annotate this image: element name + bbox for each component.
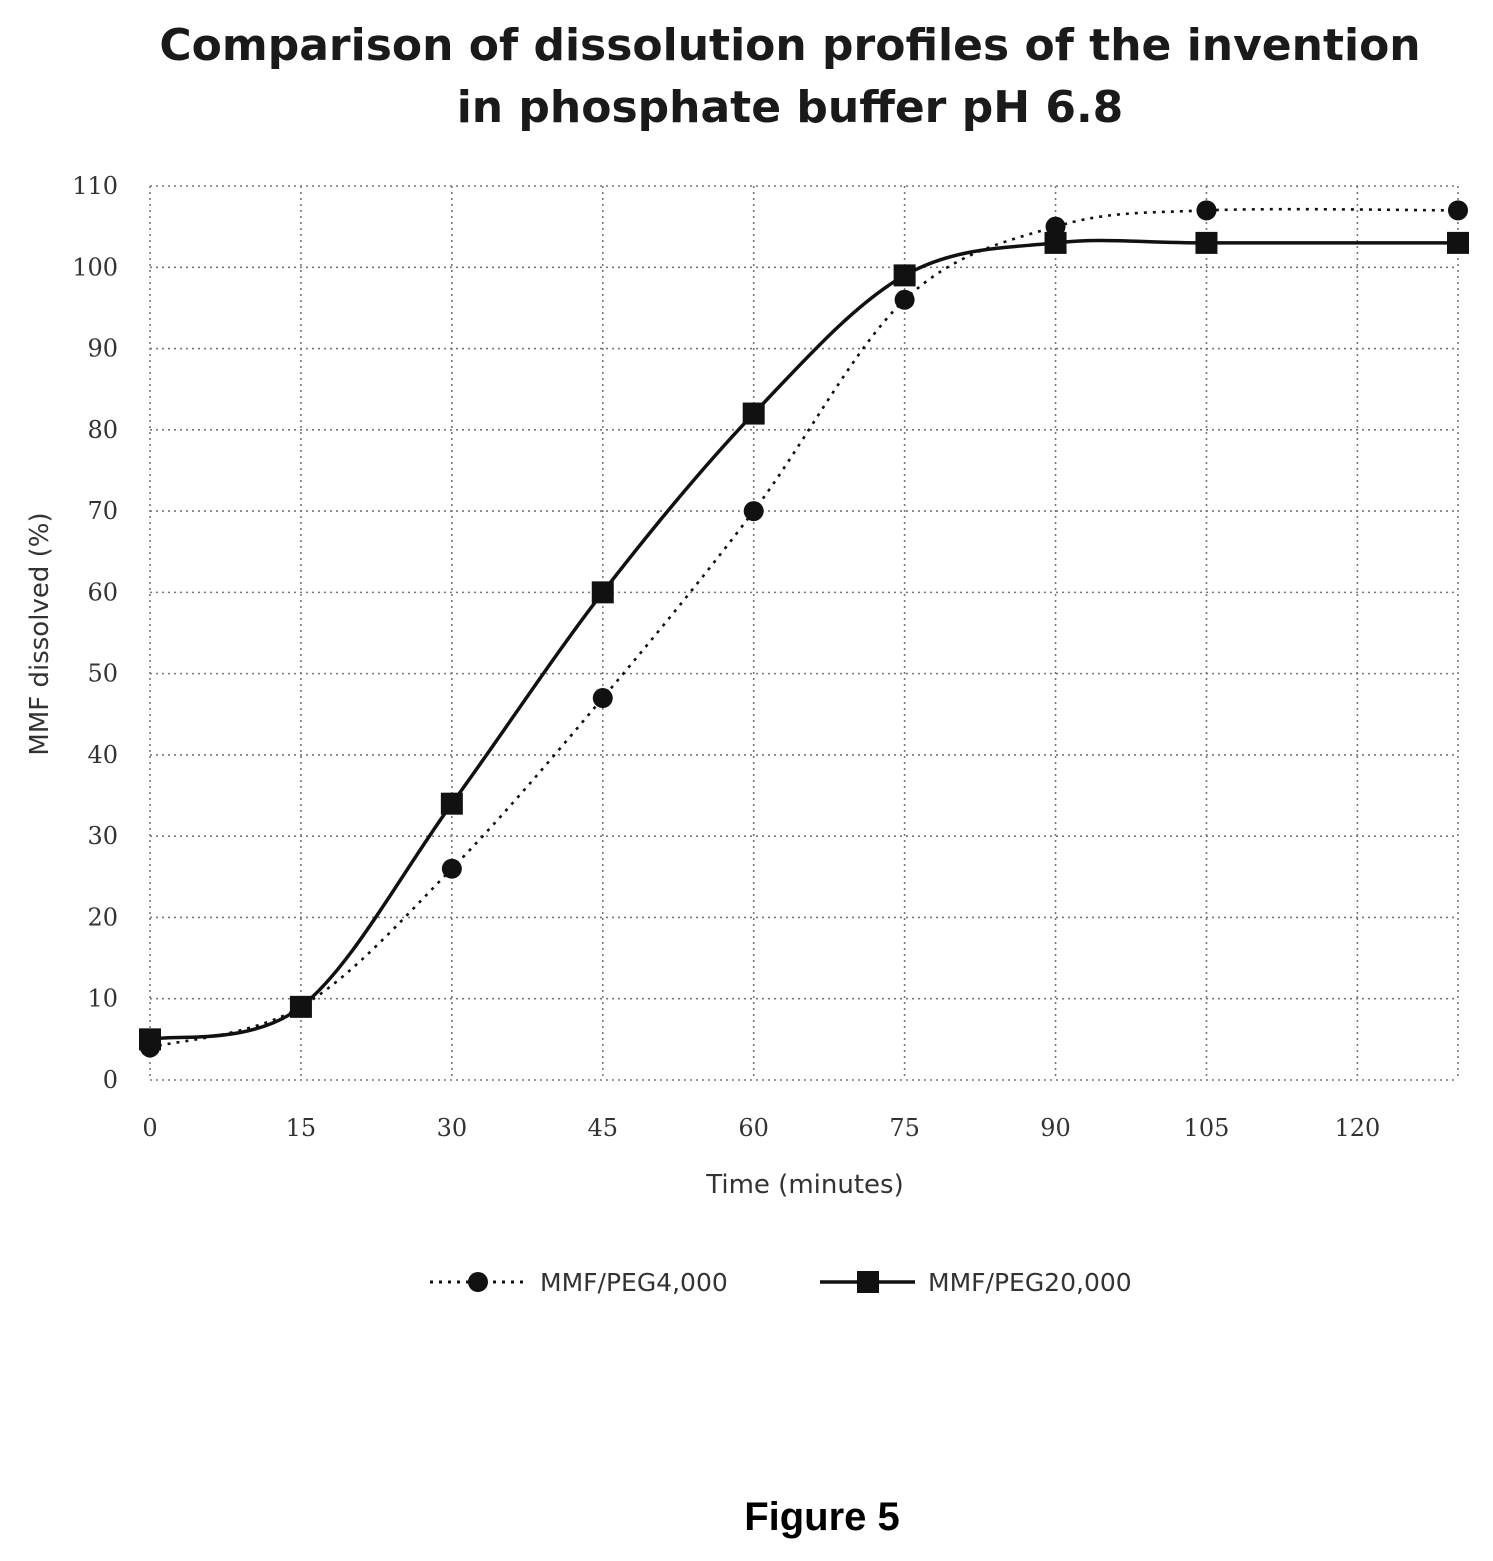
y-tick-label: 60 [87, 578, 118, 606]
legend-label-peg4000: MMF/PEG4,000 [540, 1268, 728, 1297]
y-tick-label: 70 [87, 497, 118, 525]
series-peg4000 [140, 200, 1468, 1058]
legend-marker-peg4000 [468, 1272, 488, 1292]
data-point [1196, 200, 1217, 221]
legend-label-peg20000: MMF/PEG20,000 [928, 1268, 1132, 1297]
series-line [149, 207, 1459, 1049]
y-tick-label: 110 [72, 172, 118, 200]
x-tick-label: 75 [889, 1114, 920, 1142]
x-tick-label: 90 [1040, 1114, 1071, 1142]
y-tick-label: 20 [87, 903, 118, 931]
data-point [1447, 231, 1469, 254]
data-point [139, 1028, 161, 1051]
x-tick-label: 45 [587, 1114, 618, 1142]
data-point [894, 289, 915, 310]
x-tick-label: 15 [286, 1114, 317, 1142]
x-tick-label: 60 [738, 1114, 769, 1142]
data-point [1195, 231, 1218, 254]
y-axis-label: MMF dissolved (%) [25, 512, 55, 755]
legend: MMF/PEG4,000 MMF/PEG20,000 [430, 1268, 1132, 1297]
y-tick-label: 50 [87, 660, 118, 688]
data-point [441, 858, 462, 879]
figure-caption: Figure 5 [744, 1495, 900, 1539]
y-tick-label: 100 [72, 253, 118, 281]
y-tick-label: 80 [87, 416, 118, 444]
y-tick-labels: 0 10 20 30 40 50 60 70 80 90 100 110 [72, 172, 118, 1094]
x-tick-label: 120 [1334, 1114, 1380, 1142]
chart-title-line-2: in phosphate buffer pH 6.8 [457, 82, 1124, 133]
y-tick-label: 90 [87, 335, 118, 363]
data-point [1448, 200, 1468, 221]
data-point [893, 264, 916, 287]
data-point [591, 581, 614, 604]
series-layer [139, 200, 1469, 1058]
data-point [1045, 216, 1066, 237]
y-tick-label: 0 [103, 1066, 118, 1094]
grid-lines [149, 185, 1459, 1081]
y-tick-label: 10 [87, 985, 118, 1013]
data-point [289, 995, 312, 1018]
legend-marker-peg20000 [857, 1271, 879, 1293]
data-point [440, 792, 463, 815]
data-point [592, 688, 613, 709]
data-point [1044, 231, 1067, 254]
series-line [149, 238, 1458, 1042]
x-tick-label: 30 [437, 1114, 468, 1142]
x-tick-labels: 0 15 30 45 60 75 90 105 120 [142, 1114, 1380, 1142]
x-axis-label: Time (minutes) [705, 1170, 903, 1200]
x-tick-label: 105 [1184, 1114, 1230, 1142]
chart-title-line-1: Comparison of dissolution profiles of th… [159, 20, 1420, 71]
data-point [742, 402, 765, 425]
data-point [743, 501, 764, 522]
series-peg20000 [139, 231, 1469, 1051]
x-tick-label: 0 [142, 1114, 157, 1142]
y-tick-label: 30 [87, 822, 118, 850]
y-tick-label: 40 [87, 741, 118, 769]
